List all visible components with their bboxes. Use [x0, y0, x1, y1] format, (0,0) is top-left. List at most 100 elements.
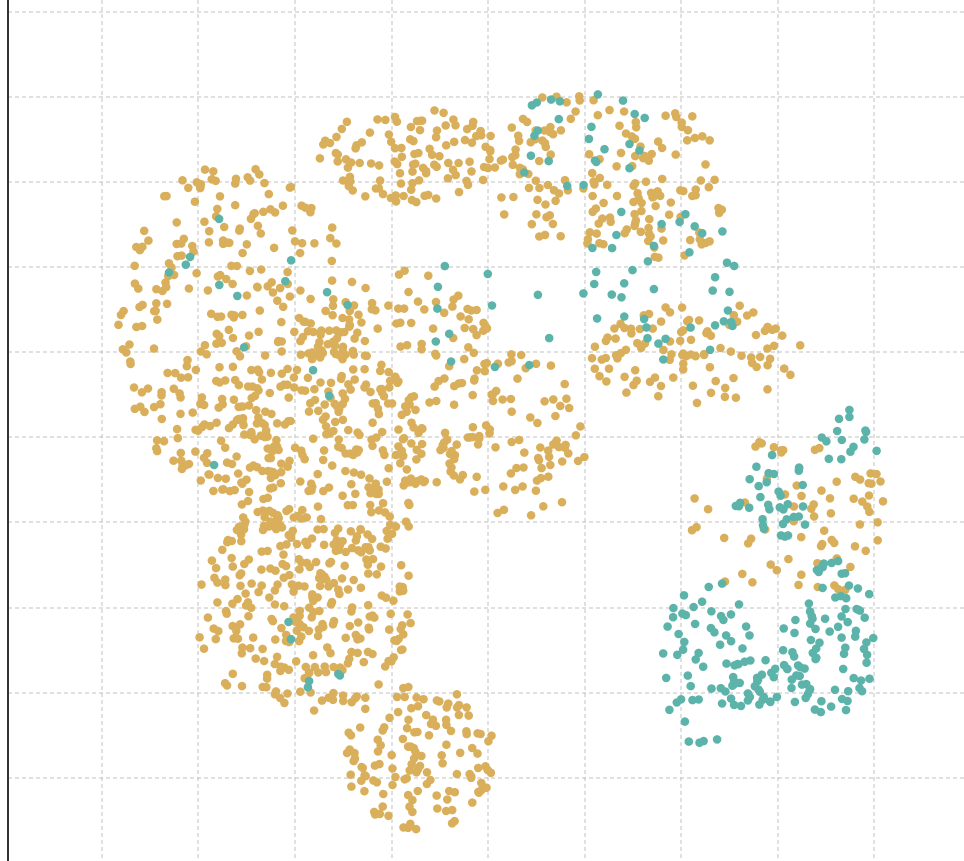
point-series-0-213 — [200, 217, 209, 226]
point-series-0-1415 — [686, 335, 696, 345]
point-series-0-941 — [360, 364, 369, 374]
point-series-0-1467 — [667, 350, 676, 359]
point-series-1-284 — [592, 157, 601, 167]
point-series-0-989 — [394, 425, 403, 434]
point-series-1-262 — [579, 180, 588, 190]
point-series-0-1131 — [395, 168, 405, 178]
point-series-0-1436 — [769, 341, 779, 351]
point-series-0-994 — [456, 312, 465, 321]
point-series-1-151 — [844, 581, 854, 590]
point-series-1-250 — [643, 257, 653, 266]
point-series-0-916 — [358, 763, 368, 773]
point-series-0-268 — [297, 201, 306, 210]
point-series-0-750 — [346, 527, 356, 536]
point-series-0-387 — [300, 454, 310, 464]
point-series-0-640 — [271, 635, 280, 644]
point-series-0-1010 — [417, 449, 426, 459]
point-series-0-1419 — [630, 365, 640, 375]
point-series-0-1513 — [738, 569, 747, 579]
point-series-0-1546 — [748, 578, 757, 587]
point-series-0-1288 — [630, 134, 640, 144]
point-series-0-1372 — [630, 209, 639, 219]
point-series-0-267 — [159, 436, 169, 446]
point-series-0-1005 — [460, 323, 470, 333]
point-series-0-1449 — [763, 385, 772, 394]
point-series-1-308 — [281, 276, 290, 286]
point-series-0-294 — [278, 201, 288, 210]
point-series-0-960 — [321, 422, 331, 431]
point-series-0-699 — [317, 696, 327, 705]
point-series-1-268 — [584, 134, 594, 144]
point-series-0-1458 — [729, 310, 739, 320]
point-series-0-31 — [228, 333, 238, 343]
point-series-0-1484 — [621, 345, 631, 355]
point-series-0-1037 — [469, 348, 479, 358]
point-series-0-1332 — [535, 183, 544, 193]
point-series-1-302 — [233, 291, 242, 301]
point-series-0-925 — [377, 360, 386, 370]
point-series-1-278 — [520, 168, 529, 177]
point-series-0-1156 — [467, 167, 476, 176]
point-series-0-1009 — [425, 398, 434, 407]
point-series-0-412 — [384, 463, 394, 473]
point-series-0-1559 — [846, 562, 855, 572]
point-series-0-1412 — [726, 347, 736, 356]
point-series-0-8 — [260, 178, 269, 188]
point-series-0-226 — [238, 310, 247, 320]
point-series-0-607 — [228, 669, 238, 679]
point-series-0-1136 — [465, 157, 474, 166]
point-series-0-524 — [257, 418, 267, 428]
point-series-1-220 — [725, 287, 734, 297]
point-series-0-12 — [219, 222, 229, 232]
point-series-1-91 — [730, 678, 740, 687]
point-series-0-365 — [296, 350, 306, 360]
point-series-0-171 — [303, 373, 313, 383]
point-series-0-1273 — [546, 150, 555, 159]
point-series-0-197 — [255, 306, 265, 315]
point-series-1-316 — [334, 669, 343, 679]
point-series-0-1164 — [498, 395, 507, 404]
point-series-0-181 — [215, 362, 224, 372]
point-series-0-930 — [472, 366, 482, 375]
point-series-0-393 — [387, 399, 397, 408]
point-series-0-914 — [464, 711, 474, 720]
point-series-0-1473 — [669, 373, 678, 382]
point-series-0-256 — [327, 256, 337, 266]
point-series-0-137 — [231, 174, 241, 184]
point-series-0-529 — [313, 525, 322, 534]
point-series-0-1143 — [425, 144, 434, 154]
point-series-0-720 — [270, 600, 280, 609]
point-series-1-242 — [718, 227, 727, 236]
point-series-0-854 — [403, 790, 413, 800]
point-series-0-252 — [273, 296, 282, 306]
point-series-0-908 — [432, 696, 442, 705]
point-series-0-1392 — [666, 198, 676, 207]
point-series-0-1055 — [373, 115, 382, 124]
point-series-0-1235 — [512, 463, 521, 473]
point-series-1-195 — [744, 503, 754, 512]
point-series-1-283 — [617, 207, 626, 217]
point-series-0-650 — [396, 645, 406, 655]
point-series-0-204 — [221, 274, 231, 284]
point-series-0-999 — [366, 387, 375, 397]
point-series-0-506 — [316, 378, 325, 387]
point-series-0-1004 — [404, 287, 413, 297]
point-series-0-872 — [468, 798, 477, 807]
point-series-0-231 — [253, 221, 263, 231]
point-series-1-160 — [778, 645, 788, 655]
point-series-0-1166 — [536, 443, 545, 452]
point-series-0-1407 — [644, 156, 654, 165]
point-series-0-743 — [235, 620, 245, 629]
point-series-0-1323 — [535, 232, 544, 241]
point-series-0-1219 — [552, 436, 561, 445]
point-series-0-364 — [297, 386, 306, 395]
point-series-0-704 — [341, 633, 351, 643]
point-series-1-313 — [303, 682, 313, 692]
point-series-1-301 — [209, 460, 219, 470]
point-series-0-1128 — [435, 151, 444, 161]
point-series-0-1243 — [585, 228, 595, 237]
point-series-0-1028 — [404, 478, 414, 487]
point-series-0-286 — [225, 238, 234, 248]
point-series-0-646 — [309, 706, 319, 715]
point-series-1-87 — [757, 670, 767, 679]
